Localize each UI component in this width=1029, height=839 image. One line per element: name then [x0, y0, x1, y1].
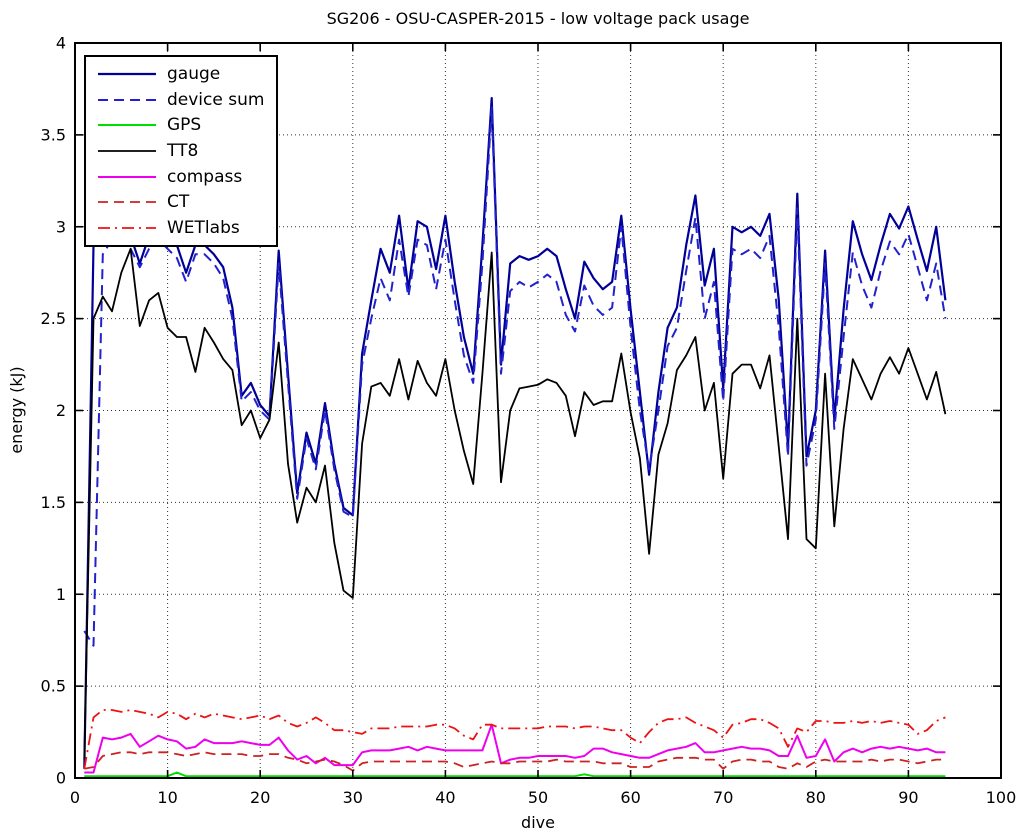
y-tick-label: 3.5 [41, 125, 66, 144]
legend-line-sample [98, 150, 156, 152]
legend-item-device-sum: device sum [96, 88, 276, 112]
legend-line-sample [98, 201, 156, 204]
series-compass [84, 723, 946, 774]
legend-line-sample [98, 124, 156, 127]
legend-item-ct: CT [96, 190, 276, 214]
legend-item-gps: GPS [96, 113, 276, 137]
legend-item-tt8: TT8 [96, 139, 276, 163]
legend-label: compass [167, 166, 243, 187]
legend-label: CT [167, 192, 190, 213]
series-layer [83, 96, 947, 778]
legend: gauge device sum GPS TT8 compass CT WETlabs [84, 55, 278, 247]
y-tick-label: 2 [56, 401, 66, 420]
series-tt8 [83, 247, 947, 760]
tick-label-layer: 0 10 20 30 40 50 60 70 80 90 100 0 0.5 1 1.5 2 2.5 3 3.5 4 [41, 34, 1017, 808]
legend-item-gauge: gauge [96, 62, 276, 86]
y-tick-label: 3 [56, 217, 66, 236]
x-tick-label: 60 [620, 788, 640, 807]
axes-layer [74, 42, 1002, 779]
x-tick-label: 30 [343, 788, 363, 807]
series-device-sum [83, 106, 947, 647]
y-tick-label: 1 [56, 585, 66, 604]
y-axis-label: energy (kJ) [7, 366, 26, 453]
y-tick-label: 0 [56, 769, 66, 788]
x-tick-label: 90 [898, 788, 918, 807]
x-tick-label: 100 [986, 788, 1017, 807]
series-ct [84, 751, 946, 772]
legend-label: device sum [167, 89, 265, 110]
y-tick-label: 0.5 [41, 677, 66, 696]
x-tick-label: 70 [713, 788, 733, 807]
x-tick-label: 20 [250, 788, 270, 807]
y-tick-label: 1.5 [41, 493, 66, 512]
x-tick-label: 10 [157, 788, 177, 807]
series-wetlabs [83, 709, 946, 769]
x-tick-label: 50 [528, 788, 548, 807]
x-axis-label: dive [521, 813, 555, 832]
legend-line-sample [98, 227, 156, 229]
series-gps [84, 771, 946, 778]
series-gauge [83, 96, 947, 769]
legend-item-wetlabs: WETlabs [96, 216, 276, 240]
legend-line-sample [98, 175, 156, 178]
legend-line-sample [98, 72, 156, 75]
legend-line-sample [98, 98, 156, 101]
legend-label: TT8 [167, 140, 199, 161]
x-tick-label: 40 [435, 788, 455, 807]
y-tick-label: 2.5 [41, 309, 66, 328]
chart-title: SG206 - OSU-CASPER-2015 - low voltage pa… [327, 9, 750, 28]
legend-item-compass: compass [96, 165, 276, 189]
x-tick-label: 0 [70, 788, 80, 807]
grid-layer [75, 43, 1001, 778]
legend-label: GPS [167, 115, 202, 136]
x-tick-label: 80 [806, 788, 826, 807]
legend-label: WETlabs [167, 218, 240, 239]
legend-label: gauge [167, 63, 221, 84]
y-tick-label: 4 [56, 34, 66, 53]
